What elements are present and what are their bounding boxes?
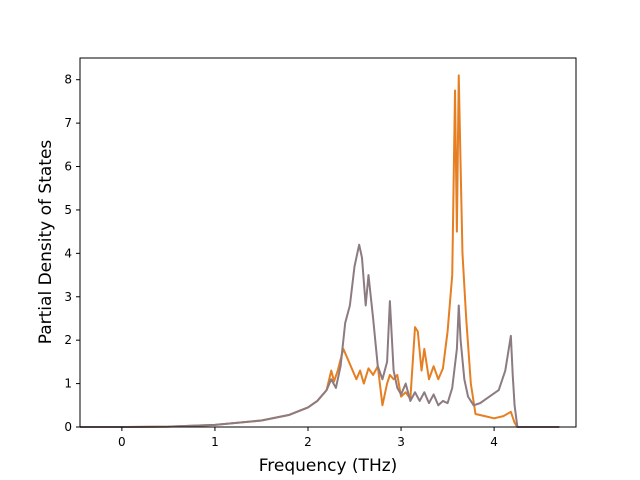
plot-area <box>80 58 576 427</box>
x-tick-label: 3 <box>397 435 405 449</box>
y-tick-label: 0 <box>64 420 72 434</box>
x-tick-label: 1 <box>211 435 219 449</box>
y-tick-label: 6 <box>64 160 72 174</box>
series-line-1 <box>80 74 560 428</box>
y-tick-label: 5 <box>64 203 72 217</box>
x-tick-label: 0 <box>118 435 126 449</box>
y-tick-label: 4 <box>64 246 72 260</box>
y-axis-label: Partial Density of States <box>36 140 56 345</box>
plot-frame <box>79 57 577 428</box>
y-axis-ticks: 0 1 2 3 4 5 6 7 8 <box>64 73 80 434</box>
x-tick-label: 4 <box>490 435 498 449</box>
y-tick-label: 8 <box>64 73 72 87</box>
y-tick-label: 7 <box>64 116 72 130</box>
x-axis-ticks: 0 1 2 3 4 <box>118 427 498 449</box>
x-tick-label: 2 <box>304 435 312 449</box>
x-axis-label: Frequency (THz) <box>259 456 398 476</box>
y-tick-label: 1 <box>64 377 72 391</box>
series-line-2 <box>80 243 560 428</box>
series-layer <box>80 74 560 428</box>
y-tick-label: 3 <box>64 290 72 304</box>
y-tick-label: 2 <box>64 333 72 347</box>
